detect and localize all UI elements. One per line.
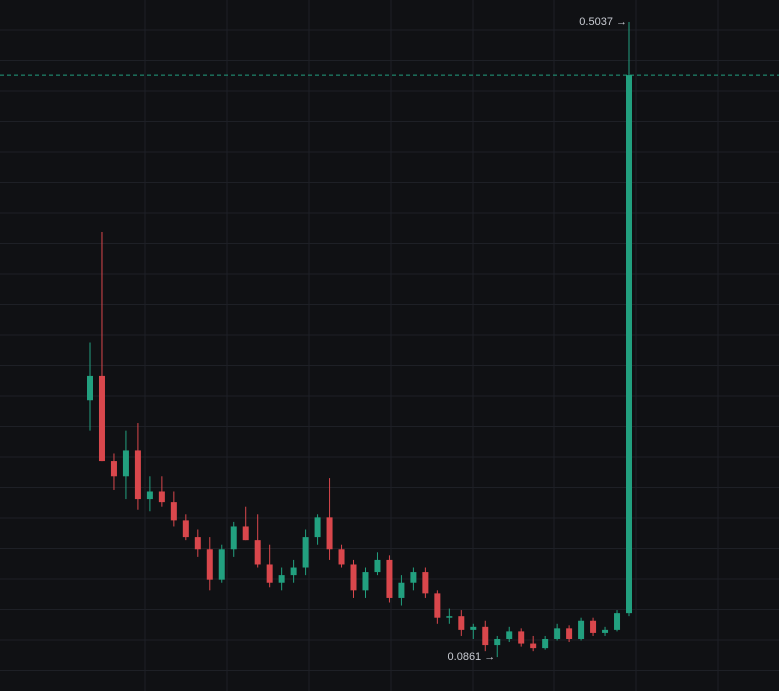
candle-body	[434, 593, 441, 618]
candle-body	[494, 638, 501, 646]
candle-body	[182, 520, 189, 538]
candle-body	[338, 549, 345, 565]
candle-body	[362, 572, 369, 591]
candle-body	[98, 375, 105, 462]
candle-body	[158, 491, 165, 503]
candle-body	[518, 631, 525, 644]
candle-body	[446, 616, 453, 618]
candle-body	[266, 564, 273, 583]
candle-body	[542, 638, 549, 649]
candle-body	[410, 572, 417, 583]
candle-body	[242, 526, 249, 541]
candle-body	[254, 540, 261, 565]
candle-body	[578, 620, 585, 639]
candle-body	[110, 461, 117, 477]
candle-body	[278, 575, 285, 583]
candle-body	[206, 549, 213, 580]
candle-body	[530, 643, 537, 649]
candle-body	[386, 559, 393, 598]
candle-body	[194, 537, 201, 550]
candle-body	[326, 517, 333, 550]
candle-body	[170, 502, 177, 521]
candle-body	[506, 631, 513, 639]
candle-body	[302, 537, 309, 568]
candle-body	[422, 572, 429, 594]
candle-body	[470, 626, 477, 630]
candle-body	[590, 620, 597, 633]
candle-body	[566, 628, 573, 639]
candle-body	[122, 450, 129, 477]
candle-body	[398, 582, 405, 598]
candle-body	[602, 629, 609, 633]
candle-body	[290, 567, 297, 576]
candle-body	[230, 526, 237, 550]
candle-body	[87, 375, 93, 401]
candle-body	[314, 517, 321, 538]
candle-body	[134, 450, 141, 500]
min-price-label: 0.0861 →	[448, 651, 496, 663]
candle-body	[350, 564, 357, 591]
candle-body	[626, 75, 632, 614]
candle-body	[482, 626, 489, 646]
max-price-label: 0.5037 →	[579, 16, 627, 28]
candle-body	[554, 628, 561, 639]
candle-body	[374, 559, 381, 573]
candle-body	[458, 616, 465, 630]
candle-body	[218, 549, 225, 580]
candle-body	[146, 491, 153, 500]
candle-body	[614, 613, 621, 630]
